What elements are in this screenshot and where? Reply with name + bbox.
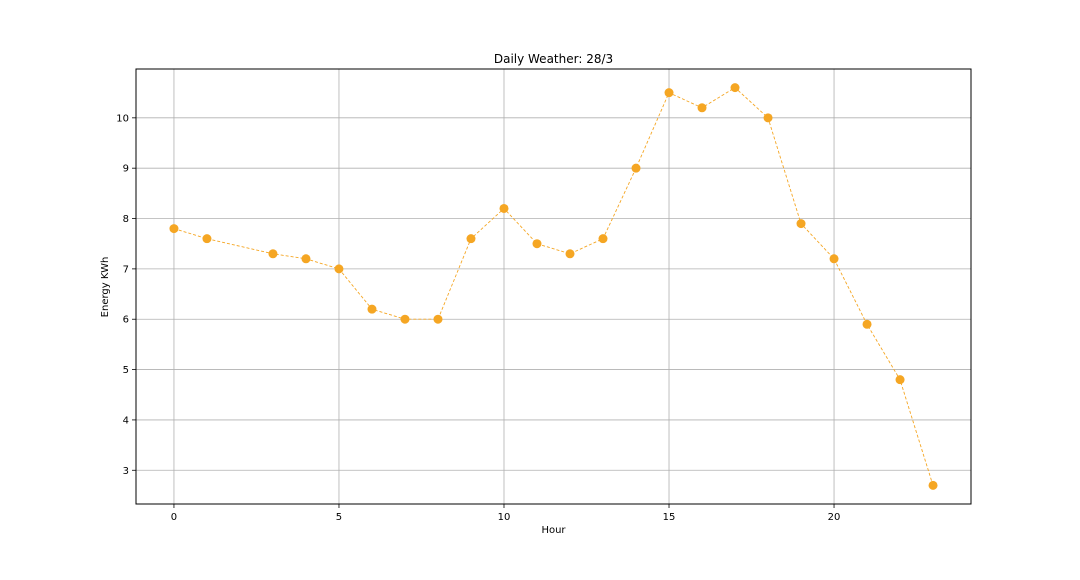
y-tick-label: 4 [123, 415, 129, 426]
axis-ticks: 0 5 10 15 20 3 4 5 6 7 8 9 10 [116, 113, 840, 523]
y-tick-label: 6 [123, 315, 129, 326]
data-point [334, 264, 344, 274]
data-point [697, 103, 707, 113]
data-point [565, 249, 575, 259]
x-axis-label: Hour [541, 525, 566, 536]
data-point [532, 239, 542, 249]
data-point [301, 254, 311, 264]
data-point [433, 314, 443, 324]
grid-lines [136, 69, 971, 504]
data-point [664, 88, 674, 98]
series-energy [169, 83, 938, 490]
data-point [829, 254, 839, 264]
series-line [173, 87, 934, 486]
x-tick-label: 5 [336, 512, 342, 523]
data-point [400, 314, 410, 324]
x-tick-label: 0 [171, 512, 177, 523]
data-point [268, 249, 278, 259]
data-point [631, 163, 641, 173]
data-point [202, 234, 212, 244]
y-tick-label: 3 [123, 466, 129, 477]
data-point [169, 224, 179, 234]
data-point [763, 113, 773, 123]
y-tick-label: 9 [123, 164, 129, 175]
y-tick-label: 7 [123, 264, 129, 275]
y-tick-label: 5 [123, 365, 129, 376]
y-tick-label: 8 [123, 214, 129, 225]
x-tick-label: 10 [498, 512, 511, 523]
x-tick-label: 15 [663, 512, 676, 523]
data-point [862, 319, 872, 329]
plot-area-frame [135, 68, 972, 505]
data-point [796, 219, 806, 229]
data-point [928, 480, 938, 490]
y-tick-label: 10 [116, 113, 129, 124]
x-tick-label: 20 [828, 512, 841, 523]
data-point [466, 234, 476, 244]
y-axis-label: Energy KWh [100, 257, 111, 318]
data-point [895, 375, 905, 385]
chart-title: Daily Weather: 28/3 [494, 52, 613, 66]
data-point [499, 203, 509, 213]
data-point [730, 83, 740, 93]
data-point [598, 234, 608, 244]
data-point [367, 304, 377, 314]
